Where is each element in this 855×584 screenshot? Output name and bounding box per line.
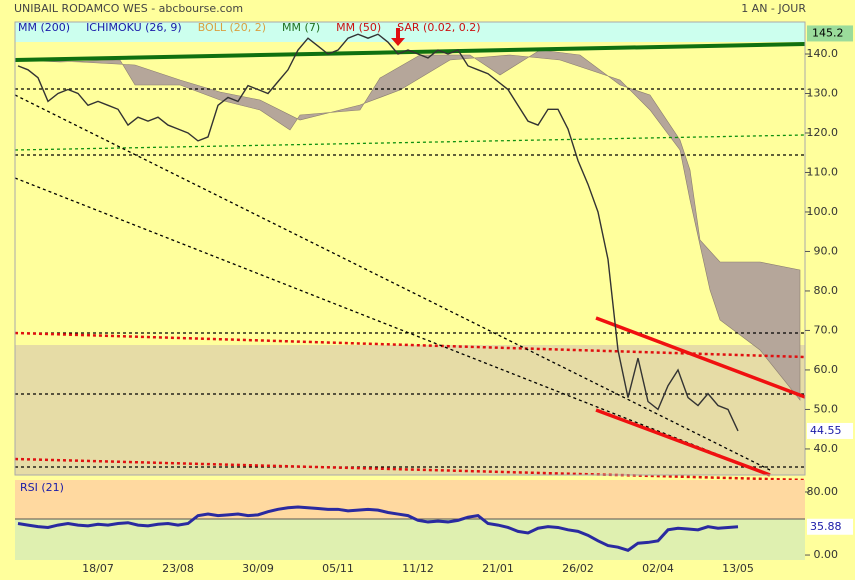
plot-frame	[14, 21, 806, 476]
resistance-label: 145.2	[812, 26, 844, 39]
y-tick-label: 110.0	[807, 165, 839, 178]
x-tick-label: 23/08	[162, 562, 194, 575]
rsi-title: RSI (21)	[20, 481, 64, 494]
last-value-label: 44.55	[810, 424, 842, 437]
trend-lines	[14, 88, 806, 482]
x-tick-label: 02/04	[642, 562, 674, 575]
x-tick-label: 21/01	[482, 562, 514, 575]
last-value-label: 35.88	[810, 520, 842, 533]
series-line	[17, 505, 739, 552]
period: 1 AN - JOUR	[741, 2, 806, 15]
resistance-line	[14, 42, 806, 62]
legend-entry: MM (50)	[336, 21, 381, 34]
y-tick-label: 0.00	[814, 548, 839, 561]
y-tick-label: 100.0	[807, 205, 839, 218]
chart-title: UNIBAIL RODAMCO WES - abcbourse.com	[14, 2, 243, 15]
y-tick-label: 80.00	[807, 485, 839, 498]
last-value-box	[807, 422, 853, 439]
y-tick-label: 80.0	[814, 284, 839, 297]
y-tick-label: 70.0	[814, 323, 839, 336]
x-tick-label: 13/05	[722, 562, 754, 575]
legend-entry: SAR (0.02, 0.2)	[397, 21, 480, 34]
y-tick-label: 40.0	[814, 442, 839, 455]
y-tick-label: 120.0	[807, 126, 839, 139]
x-tick-label: 05/11	[322, 562, 354, 575]
y-tick-label: 140.0	[807, 47, 839, 60]
trend-line	[14, 94, 771, 471]
sar-arrow	[391, 28, 405, 46]
y-tick-label: 130.0	[807, 86, 839, 99]
channel-line	[595, 316, 806, 399]
legend-entry: ICHIMOKU (26, 9)	[86, 21, 182, 34]
y-tick-label: 60.0	[814, 363, 839, 376]
resistance-box	[807, 25, 853, 42]
x-tick-label: 26/02	[562, 562, 594, 575]
lower-band	[15, 345, 805, 475]
channel-line	[595, 408, 771, 477]
rsi-upper-band	[15, 480, 805, 519]
x-tick-label: 11/12	[402, 562, 434, 575]
ichimoku-cloud	[14, 49, 801, 401]
y-tick-label: 50.0	[814, 402, 839, 415]
legend-entry: MM (200)	[18, 21, 70, 34]
x-tick-label: 30/09	[242, 562, 274, 575]
series-line	[17, 33, 739, 432]
legend-entry: MM (7)	[282, 21, 320, 34]
x-tick-label: 18/07	[82, 562, 114, 575]
y-tick-label: 90.0	[814, 244, 839, 257]
last-value-box	[807, 518, 853, 535]
upper-band	[15, 22, 805, 42]
legend-entry: BOLL (20, 2)	[198, 21, 266, 34]
